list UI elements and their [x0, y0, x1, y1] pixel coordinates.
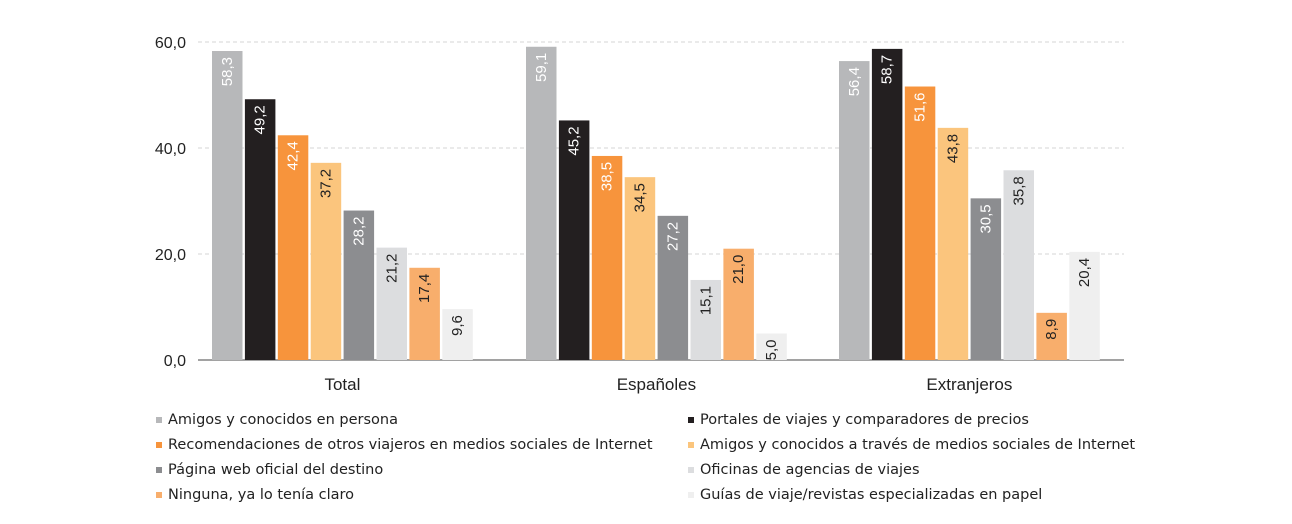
x-category-label: Españoles — [617, 375, 696, 394]
legend-label: Amigos y conocidos en persona — [168, 412, 398, 428]
legend-label: Recomendaciones de otros viajeros en med… — [168, 437, 653, 453]
data-label: 59,1 — [533, 53, 550, 82]
data-label: 21,0 — [730, 255, 747, 284]
data-label: 9,6 — [449, 315, 466, 336]
y-tick-label: 20,0 — [155, 247, 186, 264]
legend-item-guias: Guías de viaje/revistas especializadas e… — [688, 487, 1042, 503]
legend-swatch — [156, 417, 162, 423]
data-label: 28,2 — [350, 217, 367, 246]
data-label: 43,8 — [944, 134, 961, 163]
legend-item-amigos-persona: Amigos y conocidos en persona — [156, 412, 398, 428]
y-tick-label: 60,0 — [155, 35, 186, 52]
bar — [624, 177, 656, 360]
bar — [277, 135, 309, 360]
data-label: 35,8 — [1010, 176, 1027, 205]
data-label: 34,5 — [631, 183, 648, 212]
bar — [558, 120, 590, 360]
legend-label: Ninguna, ya lo tenía claro — [168, 487, 355, 503]
data-label: 37,2 — [317, 169, 334, 198]
bar — [244, 99, 276, 361]
bar — [970, 198, 1002, 360]
legend-item-portales: Portales de viajes y comparadores de pre… — [688, 412, 1029, 428]
bar — [690, 279, 721, 360]
bar — [442, 309, 473, 360]
legend-label: Oficinas de agencias de viajes — [700, 462, 920, 478]
bar — [591, 155, 623, 360]
bar-chart: 0,0 20,0 40,0 60,0 58,3 49,2 42,4 37,2 28,2 21,2 1… — [155, 35, 1124, 394]
data-label: 20,4 — [1076, 258, 1093, 287]
legend-label: Página web oficial del destino — [168, 462, 384, 478]
bar — [409, 267, 440, 360]
bar — [723, 248, 754, 360]
data-label: 5,0 — [763, 340, 780, 361]
legend-item-amigos-redes: Amigos y conocidos a través de medios so… — [688, 437, 1135, 453]
x-category-label: Total — [324, 375, 360, 394]
data-label: 21,2 — [383, 254, 400, 283]
bar — [310, 162, 342, 360]
bar — [839, 61, 870, 360]
data-label: 27,2 — [664, 222, 681, 251]
bar — [376, 247, 407, 360]
data-label: 42,4 — [285, 141, 302, 170]
legend-swatch — [688, 442, 694, 448]
bar — [343, 210, 375, 360]
bar — [756, 333, 787, 360]
bar — [1069, 251, 1100, 360]
bar — [937, 127, 969, 360]
data-label: 51,6 — [912, 93, 929, 122]
data-label: 38,5 — [599, 162, 616, 191]
legend-swatch — [688, 417, 694, 423]
bar — [1036, 312, 1067, 360]
legend-item-pagina-web: Página web oficial del destino — [156, 462, 383, 478]
legend-swatch — [688, 492, 694, 498]
bar — [657, 215, 689, 360]
y-tick-label: 40,0 — [155, 141, 186, 158]
data-label: 15,1 — [697, 286, 714, 315]
data-label: 56,4 — [846, 67, 863, 96]
bar — [526, 46, 557, 361]
data-label: 49,2 — [252, 105, 269, 134]
bar — [212, 51, 243, 360]
legend-swatch — [156, 492, 162, 498]
legend-label: Portales de viajes y comparadores de pre… — [700, 412, 1029, 428]
data-label: 58,3 — [219, 57, 236, 86]
legend-item-recomendaciones: Recomendaciones de otros viajeros en med… — [156, 437, 653, 453]
legend-swatch — [688, 467, 694, 473]
legend-swatch — [156, 442, 162, 448]
data-label: 30,5 — [977, 204, 994, 233]
x-category-label: Extranjeros — [926, 375, 1012, 394]
legend-item-oficinas: Oficinas de agencias de viajes — [688, 462, 920, 478]
data-label: 17,4 — [416, 274, 433, 303]
y-tick-label: 0,0 — [164, 353, 186, 370]
bar — [871, 48, 903, 360]
legend-item-ninguna: Ninguna, ya lo tenía claro — [156, 487, 354, 503]
legend-swatch — [156, 467, 162, 473]
legend-label: Amigos y conocidos a través de medios so… — [700, 437, 1136, 453]
data-label: 8,9 — [1043, 319, 1060, 340]
data-label: 45,2 — [566, 126, 583, 155]
data-label: 58,7 — [879, 55, 896, 84]
bar — [904, 86, 936, 361]
bar — [1003, 170, 1034, 360]
legend-label: Guías de viaje/revistas especializadas e… — [700, 487, 1043, 503]
